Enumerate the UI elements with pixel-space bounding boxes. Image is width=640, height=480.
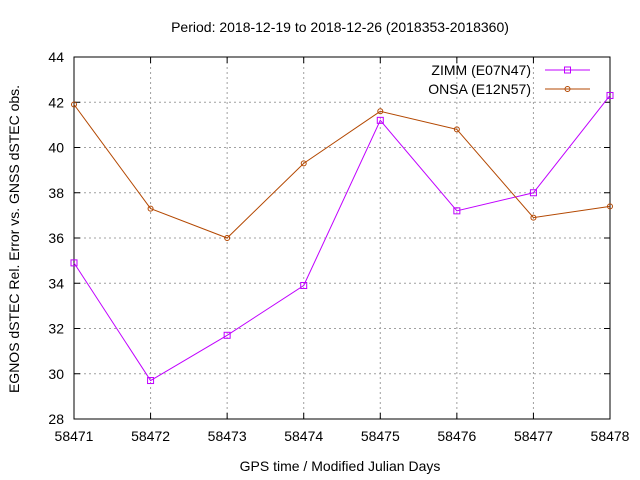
data-point [224, 235, 231, 241]
x-tick-label: 58477 [514, 428, 553, 444]
data-point [377, 108, 384, 115]
x-tick-label: 58478 [591, 428, 630, 444]
y-tick-label: 32 [48, 321, 64, 337]
series-1 [70, 91, 614, 385]
data-point [70, 259, 78, 267]
legend-label: ONSA (E12N57) [428, 81, 531, 97]
data-point [300, 160, 307, 167]
data-point [300, 282, 308, 290]
y-tick-label: 36 [48, 230, 64, 246]
data-point [71, 101, 77, 108]
series-layer [70, 91, 614, 385]
y-tick-label: 44 [48, 49, 64, 65]
y-axis: 28 30 32 34 36 38 40 42 44 [48, 49, 610, 427]
legend: ZIMM (E07N47) ONSA (E12N57) [428, 62, 590, 97]
y-axis-label: EGNOS dSTEC Rel. Error vs. GNSS dSTEC ob… [6, 85, 22, 393]
y-tick-label: 42 [48, 94, 64, 110]
x-axis-label: GPS time / Modified Julian Days [240, 458, 441, 474]
series-2 [71, 101, 613, 241]
chart-title: Period: 2018-12-19 to 2018-12-26 (201835… [171, 19, 509, 35]
y-tick-label: 30 [48, 366, 64, 382]
legend-swatch-marker [564, 86, 571, 92]
data-point [529, 189, 537, 197]
series-line [73, 104, 611, 239]
x-tick-label: 58474 [284, 428, 323, 444]
data-point [376, 116, 384, 124]
x-tick-label: 58473 [208, 428, 247, 444]
data-point [147, 205, 154, 212]
data-point [223, 331, 231, 339]
x-tick-label: 58476 [437, 428, 476, 444]
series-line [73, 95, 611, 382]
x-tick-label: 58472 [131, 428, 170, 444]
y-tick-label: 28 [48, 411, 64, 427]
data-point [530, 214, 537, 221]
y-tick-label: 38 [48, 185, 64, 201]
data-point [453, 207, 461, 215]
data-point [606, 91, 614, 99]
data-point [147, 377, 155, 385]
data-point [607, 203, 613, 210]
legend-swatch-marker [564, 66, 571, 74]
y-tick-label: 34 [48, 275, 64, 291]
grid-lines [74, 57, 610, 419]
x-axis: 58471 58472 58473 58474 58475 58476 58477 58478 [55, 57, 630, 444]
x-tick-label: 58471 [55, 428, 94, 444]
legend-label: ZIMM (E07N47) [431, 62, 531, 78]
x-tick-label: 58475 [361, 428, 400, 444]
y-tick-label: 40 [48, 140, 64, 156]
data-point [453, 126, 460, 133]
